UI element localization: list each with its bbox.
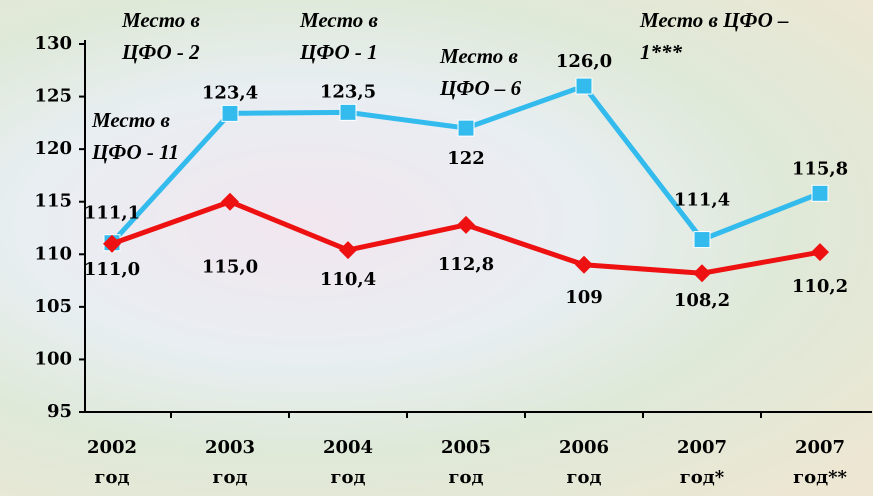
y-tick-label: 120: [34, 138, 72, 159]
marker: [103, 234, 121, 253]
marker: [693, 231, 711, 249]
x-tick-label: 2005 год: [440, 437, 492, 488]
data-label: 126,0: [556, 51, 612, 72]
y-tick-label: 100: [34, 348, 72, 369]
marker: [221, 192, 239, 211]
y-tick-label: 125: [34, 86, 72, 107]
data-label: 111,4: [674, 190, 730, 211]
annotation: Место в ЦФО - 2: [122, 8, 200, 64]
x-tick-label: 2007 год*: [676, 437, 728, 488]
data-label: 112,8: [438, 254, 494, 275]
annotation: Место в ЦФО – 6: [440, 44, 522, 100]
data-label: 115,8: [792, 158, 848, 179]
x-tick-label: 2002 год: [86, 437, 138, 488]
data-label: 111,1: [84, 203, 140, 224]
y-tick-label: 110: [34, 243, 72, 264]
y-tick-label: 95: [47, 401, 72, 422]
marker: [575, 255, 593, 274]
marker: [575, 77, 593, 95]
marker: [339, 241, 357, 260]
data-label: 108,2: [674, 290, 730, 311]
annotation: Место в ЦФО - 1: [300, 8, 378, 64]
data-label: 123,5: [320, 81, 376, 102]
y-tick-label: 115: [34, 191, 72, 212]
data-label: 110,4: [320, 269, 376, 290]
marker: [811, 184, 829, 202]
data-label: 123,4: [202, 82, 258, 103]
annotation: Место в ЦФО – 1***: [640, 8, 789, 64]
marker: [693, 264, 711, 283]
x-tick-label: 2007 год**: [793, 437, 847, 488]
data-label: 122: [447, 148, 485, 169]
x-tick-label: 2004 год: [322, 437, 374, 488]
marker: [457, 215, 475, 234]
marker: [457, 119, 475, 137]
data-label: 110,2: [792, 276, 848, 297]
annotation: Место в ЦФО - 11: [92, 108, 179, 164]
data-label: 111,0: [84, 259, 140, 280]
data-label: 109: [565, 287, 603, 308]
marker: [221, 104, 239, 122]
data-label: 115,0: [202, 257, 258, 278]
y-tick-label: 130: [34, 33, 72, 54]
marker: [339, 103, 357, 121]
marker: [811, 243, 829, 262]
y-tick-label: 105: [34, 296, 72, 317]
x-tick-label: 2006 год: [558, 437, 610, 488]
x-tick-label: 2003 год: [204, 437, 256, 488]
